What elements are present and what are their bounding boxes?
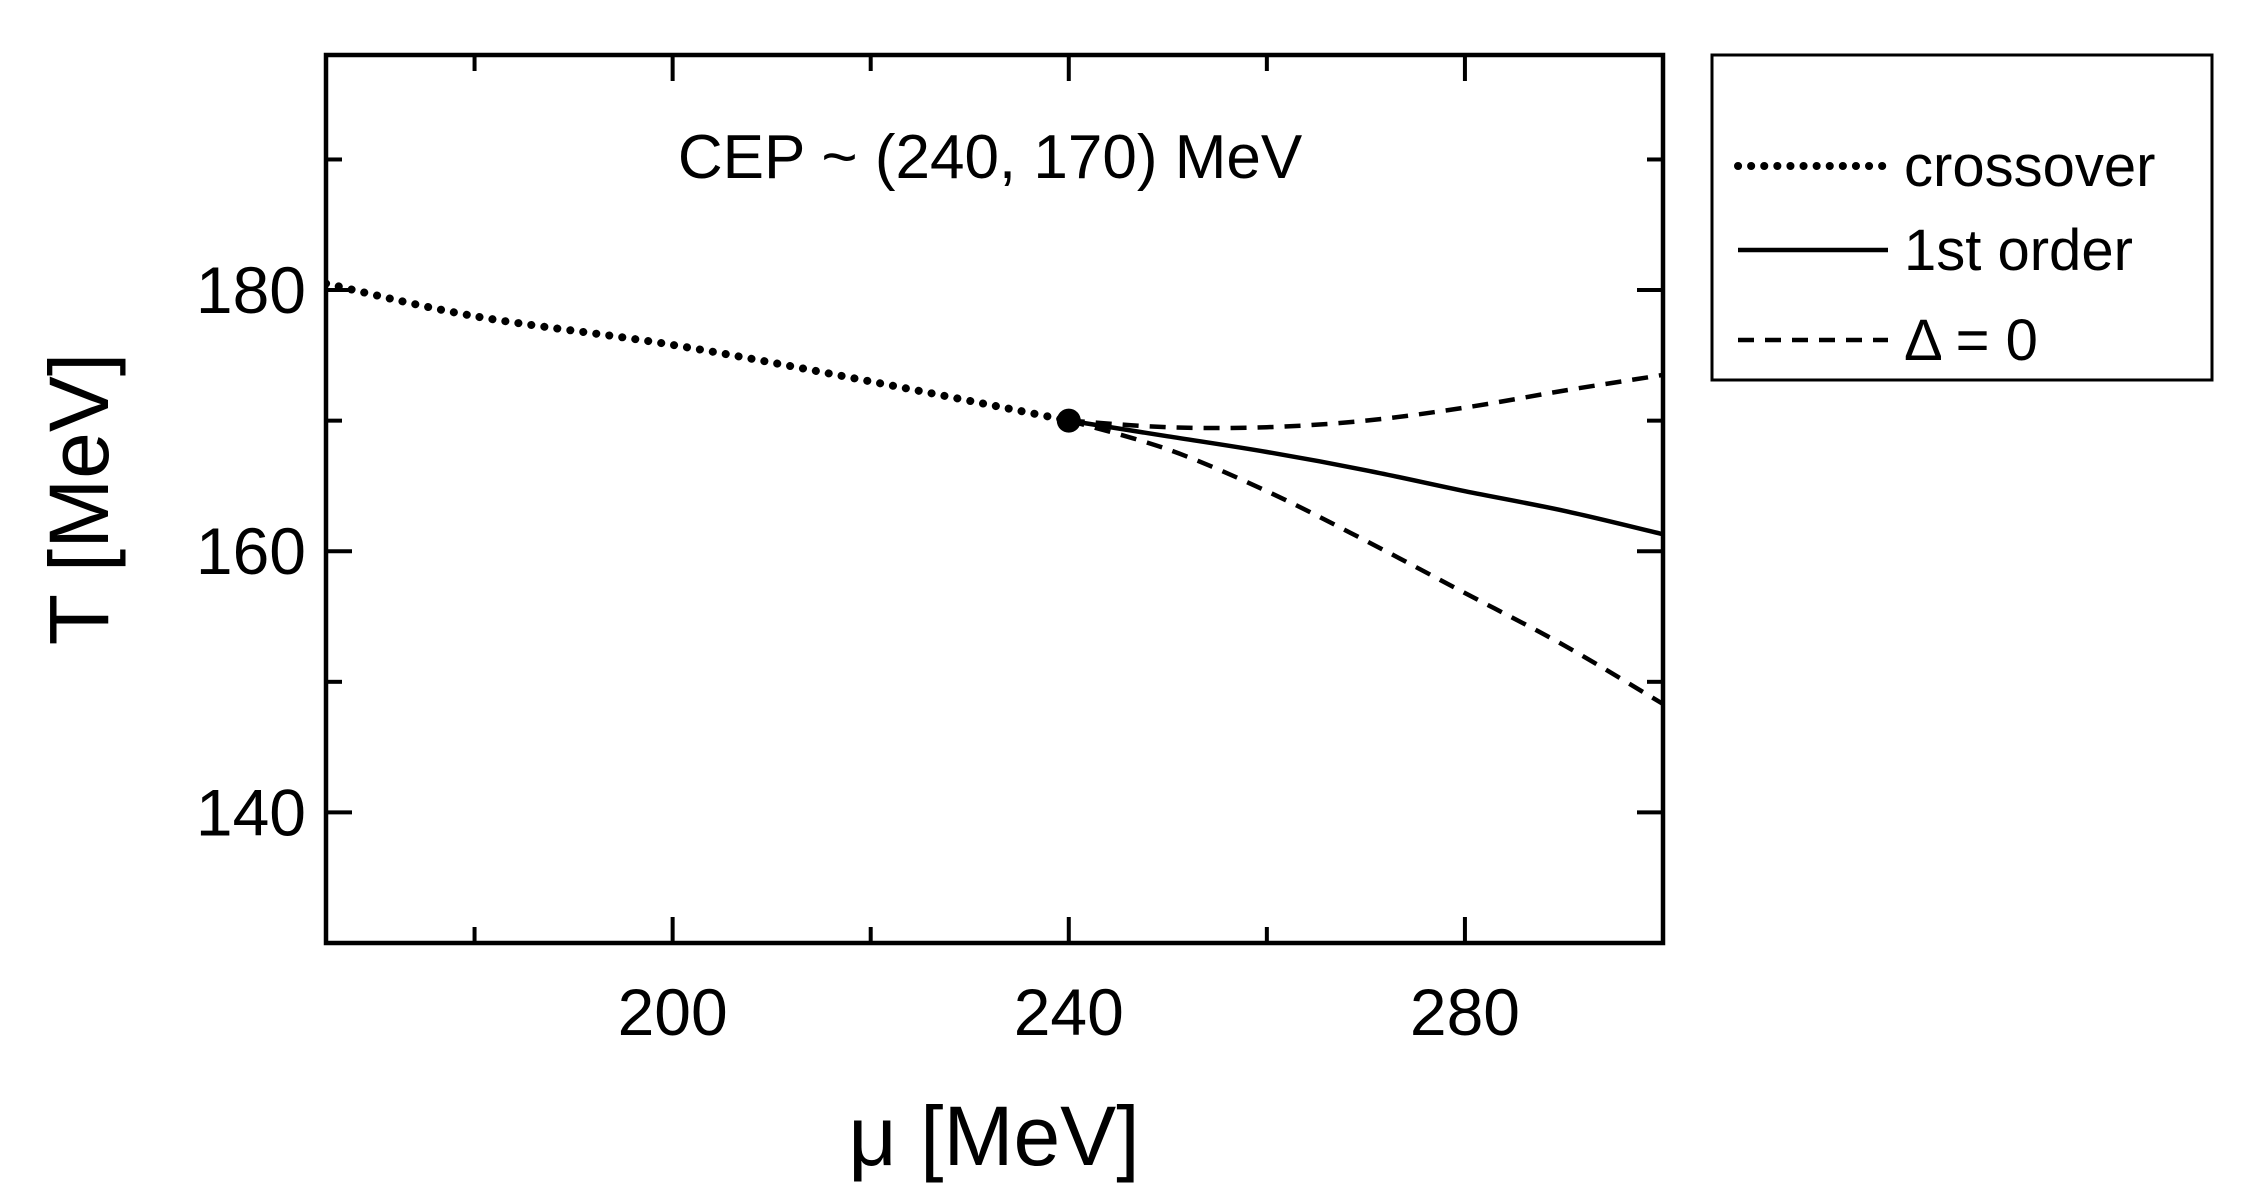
legend-label: 1st order — [1904, 218, 2133, 283]
legend: crossover 1st order Δ = 0 — [1710, 53, 2214, 382]
x-axis-title: μ [MeV] — [848, 1089, 1139, 1183]
series-line-dashed-lower — [1068, 418, 1663, 706]
x-tick-label: 200 — [618, 975, 728, 1049]
cep-marker — [1056, 408, 1081, 433]
x-tick-label: 240 — [1014, 975, 1124, 1049]
y-axis-title: T [MeV] — [32, 353, 126, 646]
legend-label: crossover — [1904, 134, 2155, 199]
cep-annotation: CEP ~ (240, 170) MeV — [678, 123, 1303, 192]
y-tick-label: 140 — [196, 775, 306, 849]
legend-box — [1710, 53, 2214, 382]
plot-frame — [323, 52, 1666, 946]
legend-label: Δ = 0 — [1904, 308, 2038, 373]
y-tick-label: 160 — [196, 514, 306, 588]
x-tick-label: 280 — [1410, 975, 1520, 1049]
series-line-solid — [1068, 418, 1663, 537]
tick-layer: 200 240 280 140 160 180 — [196, 55, 1665, 1049]
series-line-dashed-upper — [1068, 372, 1663, 431]
data-layer — [326, 279, 1663, 706]
y-tick-label: 180 — [196, 253, 306, 327]
series-line-dotted — [326, 279, 1073, 425]
